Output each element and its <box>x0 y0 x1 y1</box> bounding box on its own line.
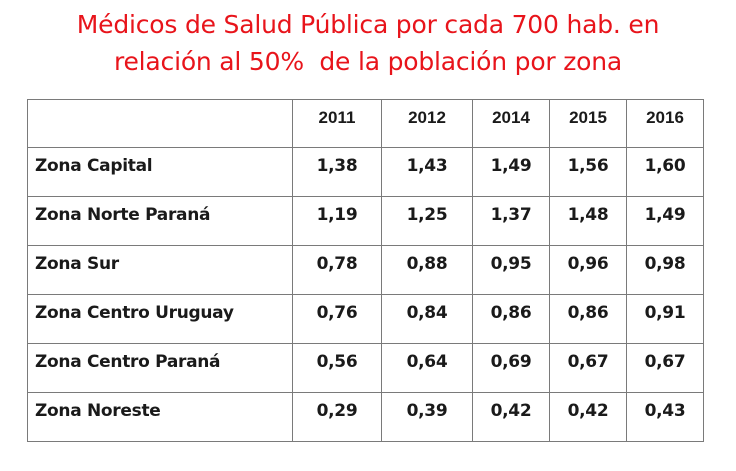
table-cell: 0,76 <box>292 294 382 344</box>
row-label: Zona Sur <box>27 245 293 295</box>
table-cell: 1,43 <box>381 147 473 197</box>
table-cell: 1,49 <box>472 147 550 197</box>
table-cell: 0,42 <box>549 392 627 442</box>
table-cell: 0,29 <box>292 392 382 442</box>
table-row: Zona Centro Uruguay 0,76 0,84 0,86 0,86 … <box>27 294 704 344</box>
row-label: Zona Centro Uruguay <box>27 294 293 344</box>
column-header-2012: 2012 <box>381 99 473 148</box>
table-cell: 0,43 <box>626 392 704 442</box>
column-header-2016: 2016 <box>626 99 704 148</box>
column-header-2011: 2011 <box>292 99 382 148</box>
page-title: Médicos de Salud Pública por cada 700 ha… <box>0 6 736 80</box>
table-cell: 0,39 <box>381 392 473 442</box>
table-cell: 1,60 <box>626 147 704 197</box>
table-cell: 0,98 <box>626 245 704 295</box>
table-cell: 1,37 <box>472 196 550 246</box>
header-row: 2011 2012 2014 2015 2016 <box>27 99 704 148</box>
table-cell: 1,25 <box>381 196 473 246</box>
table-cell: 0,86 <box>549 294 627 344</box>
column-header-2014: 2014 <box>472 99 550 148</box>
table-row: Zona Centro Paraná 0,56 0,64 0,69 0,67 0… <box>27 343 704 393</box>
table-cell: 0,42 <box>472 392 550 442</box>
table-cell: 0,67 <box>626 343 704 393</box>
row-label: Zona Centro Paraná <box>27 343 293 393</box>
table-cell: 0,88 <box>381 245 473 295</box>
title-line-1: Médicos de Salud Pública por cada 700 ha… <box>76 10 660 39</box>
table-cell: 0,78 <box>292 245 382 295</box>
table-cell: 0,56 <box>292 343 382 393</box>
table-cell: 0,86 <box>472 294 550 344</box>
table-cell: 1,56 <box>549 147 627 197</box>
table-cell: 0,69 <box>472 343 550 393</box>
row-label: Zona Norte Paraná <box>27 196 293 246</box>
table-cell: 0,64 <box>381 343 473 393</box>
title-line-2: relación al 50% de la población por zona <box>113 47 623 76</box>
table-cell: 1,38 <box>292 147 382 197</box>
table-cell: 1,48 <box>549 196 627 246</box>
table-row: Zona Sur 0,78 0,88 0,95 0,96 0,98 <box>27 245 704 295</box>
physicians-table: 2011 2012 2014 2015 2016 Zona Capital 1,… <box>27 99 704 442</box>
table-cell: 0,95 <box>472 245 550 295</box>
row-label: Zona Capital <box>27 147 293 197</box>
table-cell: 1,19 <box>292 196 382 246</box>
table-row: Zona Noreste 0,29 0,39 0,42 0,42 0,43 <box>27 392 704 442</box>
corner-cell <box>27 99 293 148</box>
table-row: Zona Norte Paraná 1,19 1,25 1,37 1,48 1,… <box>27 196 704 246</box>
table-cell: 1,49 <box>626 196 704 246</box>
table-cell: 0,84 <box>381 294 473 344</box>
table-cell: 0,91 <box>626 294 704 344</box>
column-header-2015: 2015 <box>549 99 627 148</box>
table-row: Zona Capital 1,38 1,43 1,49 1,56 1,60 <box>27 147 704 197</box>
table-cell: 0,96 <box>549 245 627 295</box>
table-cell: 0,67 <box>549 343 627 393</box>
row-label: Zona Noreste <box>27 392 293 442</box>
